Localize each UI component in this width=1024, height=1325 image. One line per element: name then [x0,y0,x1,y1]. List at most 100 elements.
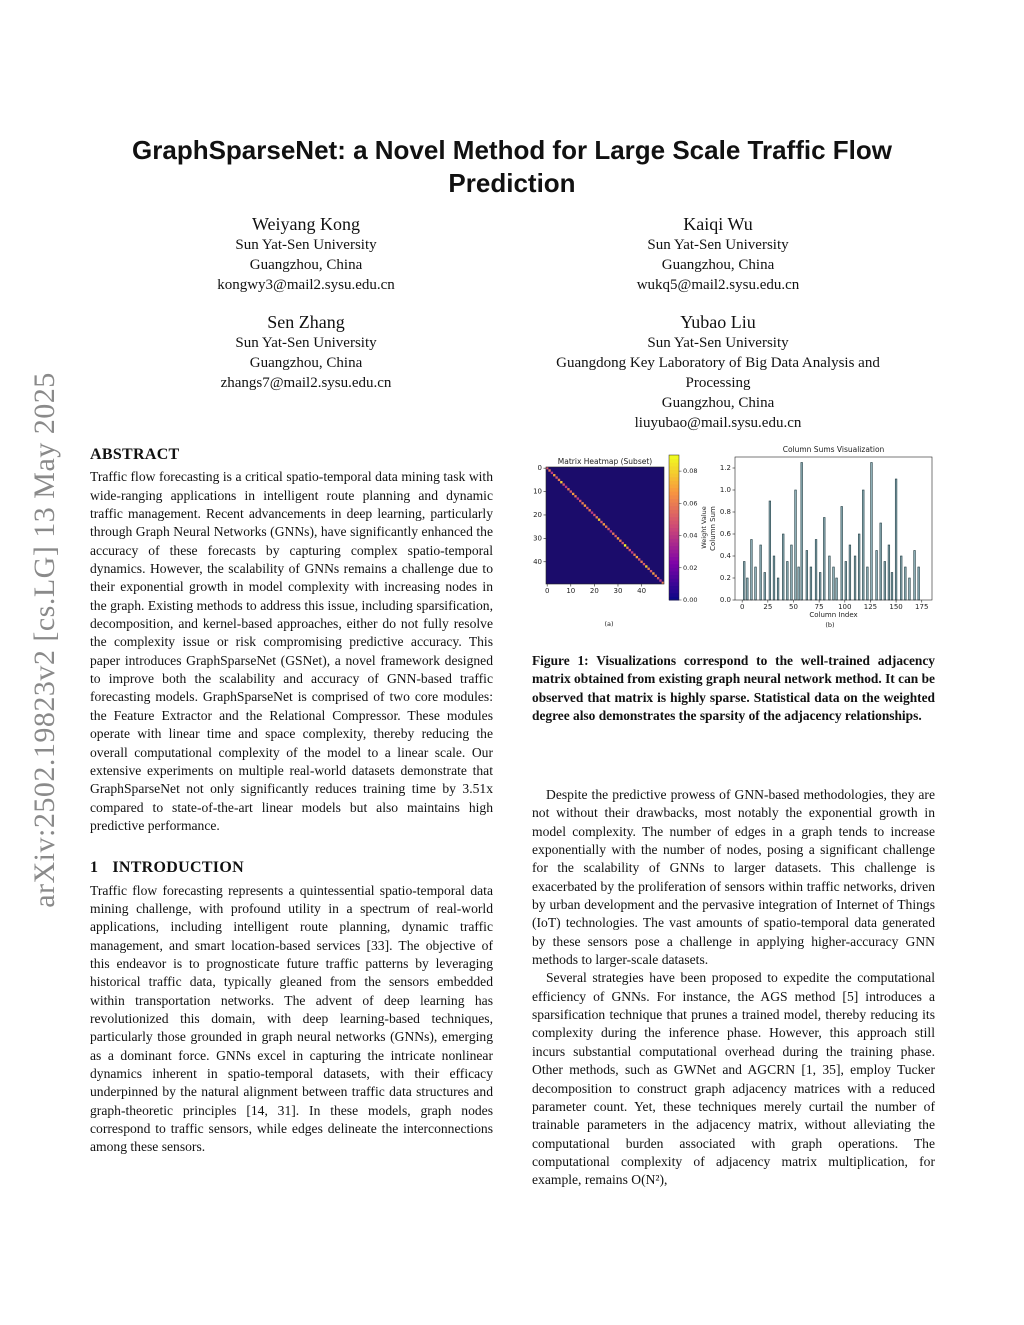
bar [776,577,780,601]
heatmap-cell [597,518,601,521]
author: Yubao Liu Sun Yat-Sen University Guangdo… [508,311,928,433]
heatmap-cell [642,562,646,566]
heatmap-cell [571,492,575,496]
heatmap-cell [649,569,653,573]
plot-frame [734,456,933,601]
author-info: zhangs7@mail2.sysu.edu.cn [220,375,392,391]
x-tick-label: 30 [614,587,623,595]
colorbar-segment [669,545,679,550]
author-name: Weiyang Kong [251,214,361,234]
x-tick-label: 25 [763,603,772,611]
abstract-text: Traffic flow forecasting is a critical s… [90,469,493,833]
colorbar-segment [669,574,679,579]
heatmap-cell [609,530,613,533]
bar [908,577,911,601]
colorbar-segment [669,473,679,478]
y-tick-label: 30 [533,534,542,542]
x-tick-label: 10 [566,587,575,595]
heatmap-cell [579,499,582,503]
x-tick-label: 150 [889,603,902,611]
y-tick-label: 20 [533,511,542,519]
colorbar-segment [669,484,679,489]
heatmap-cell [605,525,608,528]
bar [743,561,746,601]
heatmap-cell [623,544,627,547]
colorbar-segment [669,589,679,594]
bar [750,539,753,601]
author-info: Sun Yat-Sen University [235,335,377,351]
heatmap-cell [574,495,577,498]
bar [809,566,813,601]
bar [883,561,886,601]
bar [790,544,793,601]
colorbar-segment [669,465,679,470]
colorbar-tick-label: 0.02 [683,564,697,572]
paragraph: Traffic flow forecasting represents a qu… [90,882,493,1155]
author: Sen Zhang Sun Yat-Sen University Guangzh… [96,311,516,393]
x-tick-label: 20 [590,587,599,595]
paragraph: Several strategies have been proposed to… [532,970,935,1188]
right-column: Despite the predictive prowess of GNN-ba… [532,786,935,1190]
colorbar-segment [669,585,679,590]
heatmap-cell [635,555,639,559]
bar [828,555,831,601]
bar [754,566,757,601]
bar [853,555,857,601]
colorbar-segment [669,560,679,565]
y-tick-label: 1.2 [720,464,731,472]
heatmap-cell [576,497,580,500]
x-tick-label: 40 [637,587,646,595]
heatmap-cell [652,572,655,575]
bar [917,566,920,601]
bar [763,572,766,601]
section-title: INTRODUCTION [112,859,244,877]
bar [835,577,838,601]
colorbar-tick-label: 0.06 [683,499,697,507]
bar [844,561,847,601]
colorbar-segment [669,534,679,539]
heatmap-cell [553,474,556,477]
colorbar-segment [669,476,679,481]
bar [786,561,789,601]
heatmap-cell [557,478,561,482]
bar [814,539,818,601]
author-info: Sun Yat-Sen University [647,237,789,253]
colorbar-segment [669,505,679,510]
colorbar-segment [669,571,679,576]
heatmap-cell [588,509,591,512]
author-info: Sun Yat-Sen University [235,237,377,253]
y-tick-label: 10 [533,488,542,496]
bar [819,572,822,601]
colorbar-segment [669,542,679,547]
author-name: Yubao Liu [680,312,756,332]
author-name: Kaiqi Wu [683,214,753,234]
colorbar-segment [669,498,679,503]
bar [904,566,907,601]
colorbar-segment [669,549,679,554]
author-info: Guangzhou, China [249,257,363,273]
left-column: ABSTRACT Traffic flow forecasting is a c… [90,446,493,1157]
author: Weiyang Kong Sun Yat-Sen University Guan… [96,213,516,295]
author-info: Guangzhou, China [661,395,775,411]
heatmap-cell [555,476,558,479]
colorbar-segment [669,462,679,467]
subplot-label: (b) [825,621,834,629]
y-tick-label: 0.2 [720,574,731,582]
section-heading: 1 INTRODUCTION [90,859,493,877]
colorbar-segment [669,494,679,499]
bar [870,462,873,601]
section-number: 1 [90,859,99,877]
heatmap-cell [581,502,584,505]
colorbar-segment [669,592,679,597]
bar [746,577,749,601]
colorbar-tick-label: 0.04 [683,532,697,540]
bar [772,555,776,601]
colorbar-label: Weight Value [700,506,708,549]
heatmap-cell [630,551,634,554]
colorbar-segment [669,513,679,518]
author-info: Guangzhou, China [661,257,775,273]
colorbar-segment [669,531,679,536]
colorbar-segment [669,455,679,460]
heatmap-cell [659,579,662,582]
